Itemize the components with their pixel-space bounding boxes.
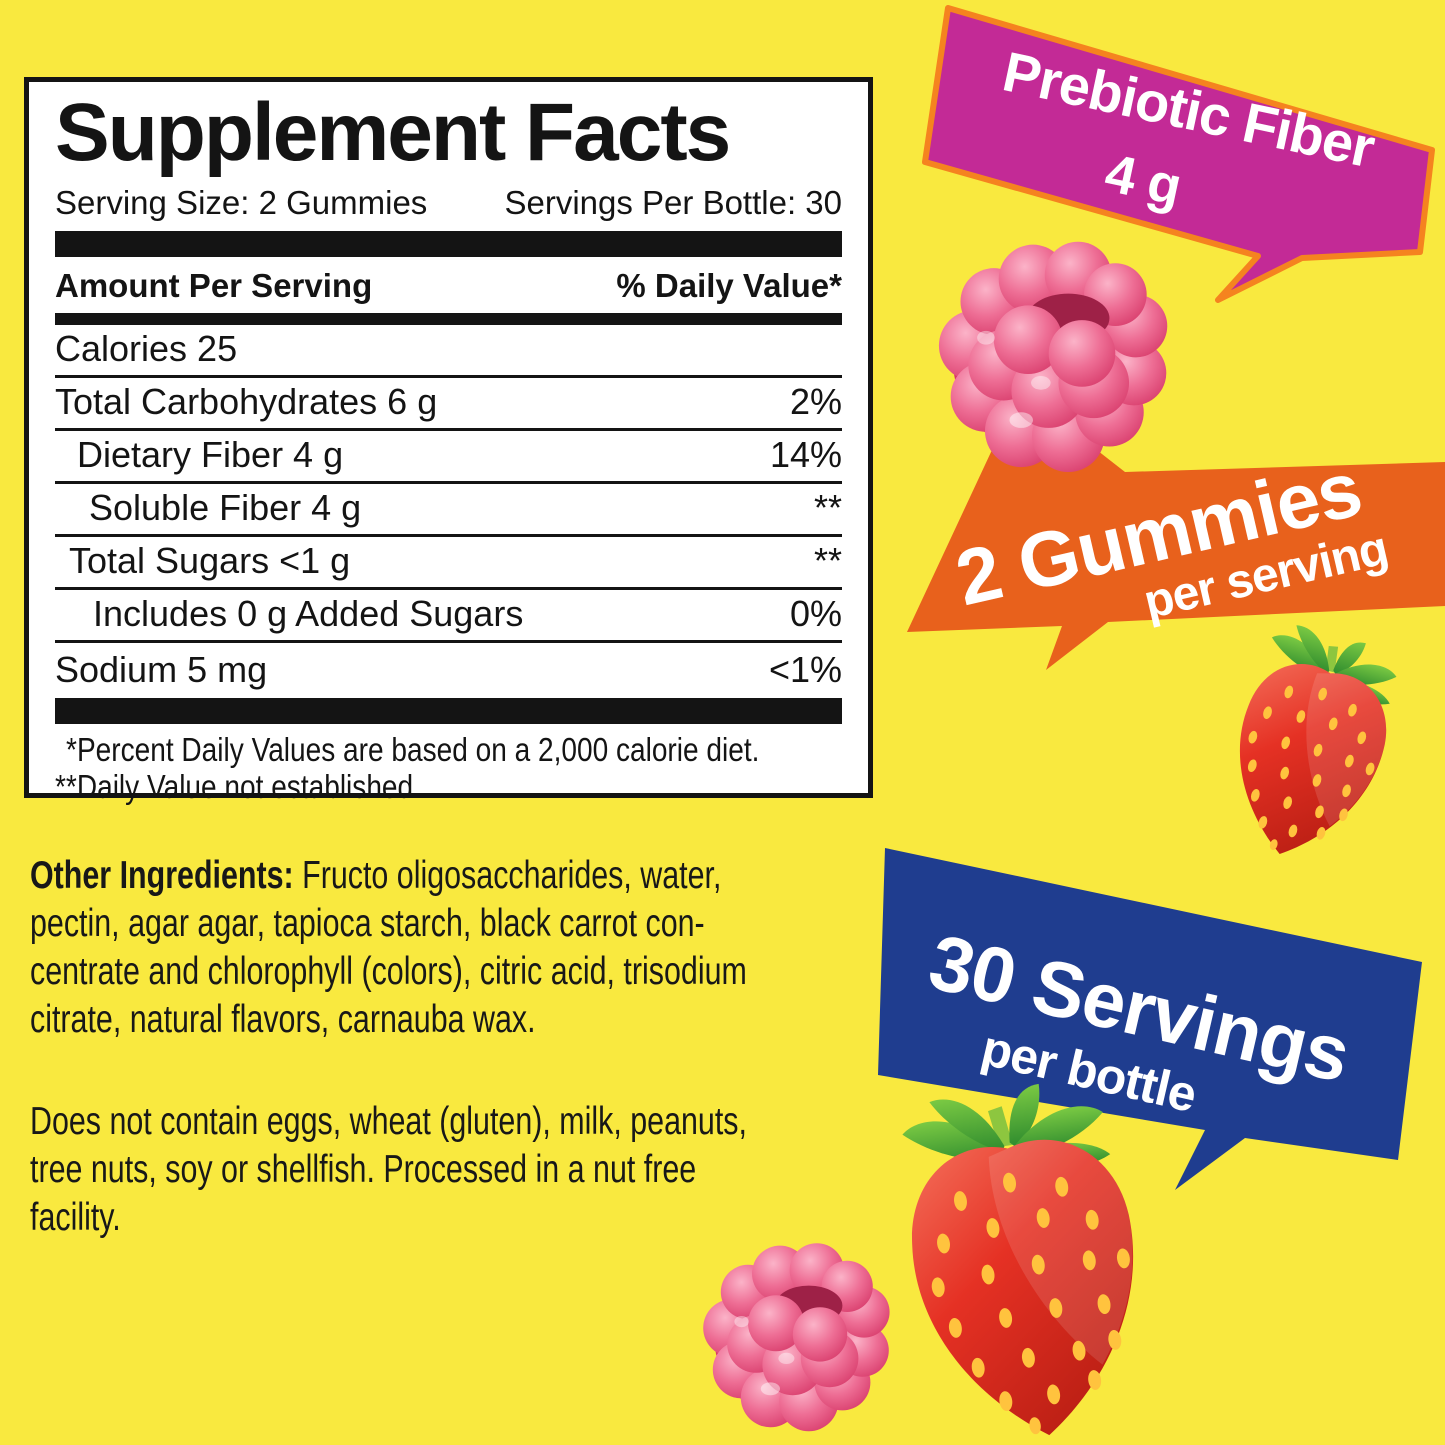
other-ingredients-label: Other Ingredients: bbox=[30, 854, 294, 897]
other-ingredients-paragraph: Other Ingredients: Fructo oligosaccharid… bbox=[30, 852, 747, 1044]
footnote-daily-values: *Percent Daily Values are based on a 2,0… bbox=[66, 731, 760, 768]
nutrient-value: ** bbox=[813, 487, 842, 528]
nutrient-value: 0% bbox=[789, 593, 842, 634]
panel-title: Supplement Facts bbox=[55, 87, 731, 178]
table-row-dietary-fiber: Dietary Fiber 4 g 14% bbox=[55, 431, 842, 484]
table-header-row: Amount Per Serving % Daily Value* bbox=[55, 257, 842, 313]
prebiotic-fiber-badge: Prebiotic Fiber 4 g bbox=[922, 5, 1435, 303]
nutrient-value: ** bbox=[813, 540, 842, 581]
footnote-not-established: **Daily Value not established. bbox=[55, 768, 421, 805]
nutrient-value: <1% bbox=[768, 649, 842, 690]
divider-bar-bottom bbox=[55, 698, 842, 724]
divider-bar-header bbox=[55, 313, 842, 325]
amount-per-serving-header: Amount Per Serving bbox=[55, 267, 373, 304]
raspberry-image-bottom bbox=[703, 1243, 890, 1432]
other-ingredients-line: Other Ingredients: Fructo oligosaccharid… bbox=[30, 852, 747, 900]
table-row-soluble-fiber: Soluble Fiber 4 g ** bbox=[55, 484, 842, 537]
table-row-total-sugars: Total Sugars <1 g ** bbox=[55, 537, 842, 590]
strawberry-image-right bbox=[1210, 616, 1411, 874]
nutrient-label: Total Sugars <1 g bbox=[69, 540, 351, 581]
divider-bar-top bbox=[55, 231, 842, 257]
allergen-line: facility. bbox=[30, 1196, 121, 1239]
servings-badge: 30 Servings per bottle bbox=[878, 848, 1422, 1190]
serving-info-row: Serving Size: 2 Gummies Servings Per Bot… bbox=[55, 184, 842, 222]
allergen-line: Does not contain eggs, wheat (gluten), m… bbox=[30, 1100, 747, 1143]
other-ingredients-text: Fructo oligosaccharides, water, bbox=[293, 854, 722, 897]
footnotes: *Percent Daily Values are based on a 2,0… bbox=[55, 731, 760, 805]
nutrient-label: Includes 0 g Added Sugars bbox=[93, 593, 524, 634]
table-row-carbohydrates: Total Carbohydrates 6 g 2% bbox=[55, 378, 842, 431]
servings-per-bottle: Servings Per Bottle: 30 bbox=[504, 184, 842, 221]
table-row-calories: Calories 25 bbox=[55, 325, 842, 378]
nutrient-label: Calories 25 bbox=[55, 328, 238, 369]
other-ingredients-line: centrate and chlorophyll (colors), citri… bbox=[30, 950, 747, 993]
serving-size: Serving Size: 2 Gummies bbox=[55, 184, 428, 221]
nutrient-label: Sodium 5 mg bbox=[55, 649, 268, 690]
other-ingredients-line: citrate, natural flavors, carnauba wax. bbox=[30, 998, 536, 1041]
table-row-added-sugars: Includes 0 g Added Sugars 0% bbox=[55, 590, 842, 643]
daily-value-header: % Daily Value* bbox=[616, 267, 842, 304]
allergen-paragraph: Does not contain eggs, wheat (gluten), m… bbox=[30, 1098, 747, 1242]
strawberry-image-bottom bbox=[891, 1073, 1159, 1445]
nutrient-label: Soluble Fiber 4 g bbox=[89, 487, 362, 528]
allergen-line: tree nuts, soy or shellfish. Processed i… bbox=[30, 1148, 697, 1191]
supplement-facts-panel: Supplement Facts Serving Size: 2 Gummies… bbox=[24, 77, 873, 805]
nutrient-value: 14% bbox=[769, 434, 842, 475]
servings-badge-bubble bbox=[878, 848, 1422, 1190]
other-ingredients-line: pectin, agar agar, tapioca starch, black… bbox=[30, 902, 705, 945]
nutrient-label: Total Carbohydrates 6 g bbox=[55, 381, 438, 422]
table-row-sodium: Sodium 5 mg <1% bbox=[55, 643, 842, 696]
nutrient-label: Dietary Fiber 4 g bbox=[77, 434, 344, 475]
prebiotic-badge-bubble bbox=[922, 5, 1435, 303]
raspberry-image-top bbox=[938, 241, 1168, 473]
nutrient-value: 2% bbox=[789, 381, 842, 422]
